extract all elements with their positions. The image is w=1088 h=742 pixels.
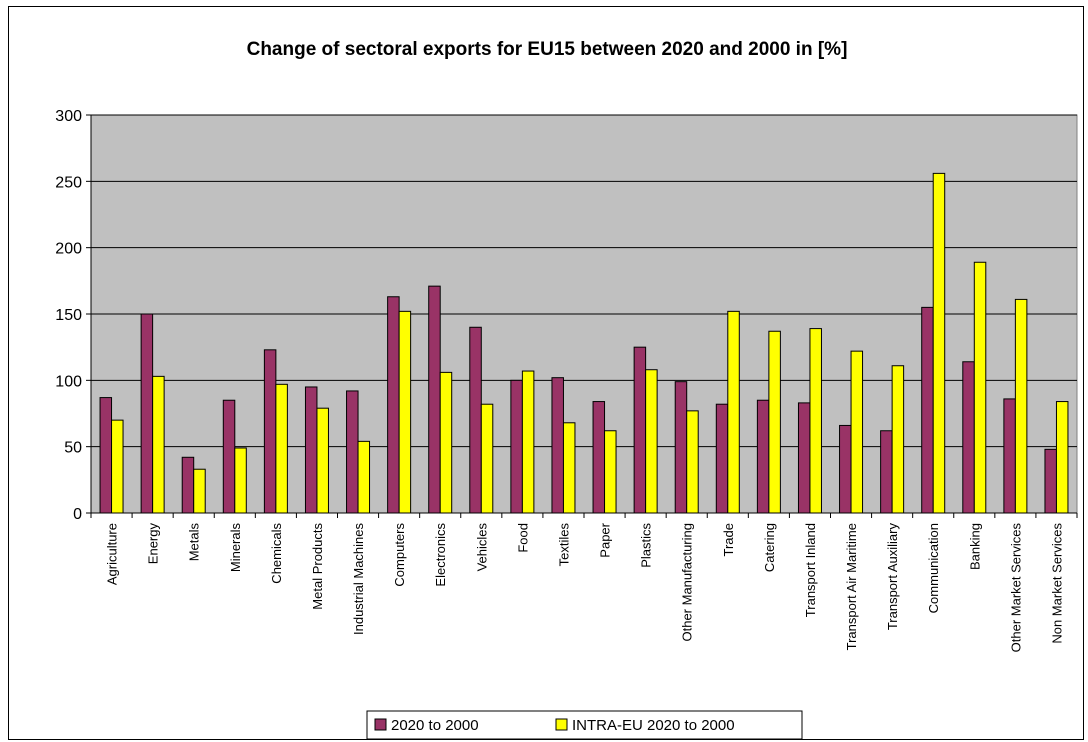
y-tick-label: 100: [55, 373, 82, 390]
bar-transport-air-maritime-series-1: [839, 424, 852, 514]
x-tick-label: Other Market Services: [1008, 523, 1023, 653]
x-tick-label: Food: [515, 523, 530, 553]
bar-chart: Change of sectoral exports for EU15 betw…: [55, 39, 1078, 740]
bar-other-market-services-series-1: [1003, 398, 1016, 514]
bar-transport-inland-series-1: [797, 402, 811, 514]
y-tick-labels: 0 50 100 150 200 250 300: [55, 108, 82, 523]
bar-trade-series-1: [715, 403, 729, 514]
bar-other-manufacturing-series-1: [674, 381, 688, 514]
x-tick-label: Energy: [146, 523, 161, 565]
bar-other-manufacturing-series-2: [686, 410, 699, 514]
chart-title: Change of sectoral exports for EU15 betw…: [247, 39, 848, 60]
x-tick-label: Minerals: [228, 523, 243, 573]
x-tick-label: Plastics: [639, 523, 654, 568]
bar-catering-series-2: [768, 330, 781, 514]
x-tick-label: Chemicals: [269, 523, 284, 584]
y-tick-label: 150: [55, 307, 82, 324]
x-tick-label: Computers: [392, 523, 407, 587]
bar-minerals-series-1: [222, 399, 236, 514]
x-tick-label: Electronics: [433, 523, 448, 587]
bar-textiles-series-2: [562, 422, 576, 514]
bar-trade-series-2: [727, 310, 740, 514]
legend-label-series-1: 2020 to 2000: [391, 717, 479, 734]
y-tick-label: 250: [55, 174, 82, 191]
bar-metals-series-2: [193, 468, 206, 514]
bar-industrial-machines-series-1: [346, 390, 359, 514]
bar-paper-series-2: [604, 430, 617, 514]
bars: [99, 172, 1069, 514]
bar-computers-series-2: [398, 310, 412, 514]
x-tick-label: Non Market Services: [1049, 523, 1064, 644]
x-tick-label: Agriculture: [105, 523, 120, 585]
bar-banking-series-2: [973, 261, 987, 514]
x-tick-label: Textiles: [556, 523, 571, 567]
x-tick-label: Communication: [926, 523, 941, 613]
bar-transport-auxiliary-series-1: [880, 430, 893, 514]
bar-minerals-series-2: [234, 447, 247, 514]
bar-metal-products-series-1: [304, 386, 318, 514]
bar-food-series-1: [510, 379, 523, 514]
x-tick-label: Industrial Machines: [351, 523, 366, 635]
bar-metal-products-series-2: [316, 407, 329, 514]
bar-chemicals-series-1: [263, 349, 277, 514]
x-tick-label: Metal Products: [310, 523, 325, 610]
legend-swatch-series-1: [374, 718, 387, 731]
bar-paper-series-1: [592, 401, 606, 514]
bar-computers-series-1: [387, 296, 400, 514]
bar-industrial-machines-series-2: [357, 440, 371, 514]
x-tick-labels: Agriculture Energy Metals Minerals Chemicals…: [105, 522, 1065, 652]
x-tick-label: Vehicles: [474, 523, 489, 572]
bar-communication-series-1: [921, 306, 934, 514]
bar-electronics-series-1: [428, 285, 441, 514]
bar-transport-inland-series-2: [809, 328, 822, 514]
bar-energy-series-2: [152, 375, 165, 514]
bar-transport-air-maritime-series-2: [850, 350, 864, 514]
axes: [86, 114, 1078, 518]
x-tick-label: Transport Inland: [803, 523, 818, 617]
bar-energy-series-1: [140, 313, 154, 514]
bar-electronics-series-2: [439, 371, 453, 514]
bar-plastics-series-2: [645, 369, 658, 514]
x-tick-label: Catering: [762, 523, 777, 572]
x-tick-label: Trade: [721, 523, 736, 556]
y-tick-label: 300: [55, 108, 82, 125]
bar-catering-series-1: [756, 399, 770, 514]
y-tick-label: 50: [64, 440, 82, 457]
x-tick-label: Transport Auxiliary: [885, 523, 900, 631]
legend-swatch-series-2: [555, 718, 568, 731]
bar-agriculture-series-1: [99, 397, 113, 514]
x-tick-label: Banking: [967, 523, 982, 570]
x-tick-label: Paper: [598, 522, 613, 557]
bar-other-market-services-series-2: [1014, 298, 1028, 514]
x-tick-label: Metals: [187, 523, 202, 562]
bar-agriculture-series-2: [111, 419, 124, 514]
bar-non-market-services-series-2: [1055, 401, 1069, 514]
legend-box: [366, 710, 803, 740]
bar-plastics-series-1: [633, 346, 647, 514]
bar-vehicles-series-1: [469, 326, 482, 514]
bar-communication-series-2: [932, 172, 946, 514]
legend-label-series-2: INTRA-EU 2020 to 2000: [572, 717, 735, 734]
gridlines: [91, 114, 1077, 448]
y-tick-label: 0: [73, 506, 82, 523]
bar-chemicals-series-2: [275, 383, 288, 514]
x-tick-label: Other Manufacturing: [680, 523, 695, 642]
bar-non-market-services-series-1: [1044, 448, 1057, 514]
x-tick-label: Transport Air Maritime: [844, 523, 859, 650]
bar-transport-auxiliary-series-2: [891, 365, 905, 514]
bar-metals-series-1: [181, 456, 195, 514]
bar-textiles-series-1: [551, 377, 564, 514]
chart-frame: Change of sectoral exports for EU15 betw…: [8, 6, 1084, 740]
bar-food-series-2: [521, 370, 535, 514]
legend: 2020 to 2000 INTRA-EU 2020 to 2000: [366, 710, 803, 740]
bar-vehicles-series-2: [480, 403, 494, 514]
bar-banking-series-1: [962, 361, 975, 514]
y-tick-label: 200: [55, 241, 82, 258]
